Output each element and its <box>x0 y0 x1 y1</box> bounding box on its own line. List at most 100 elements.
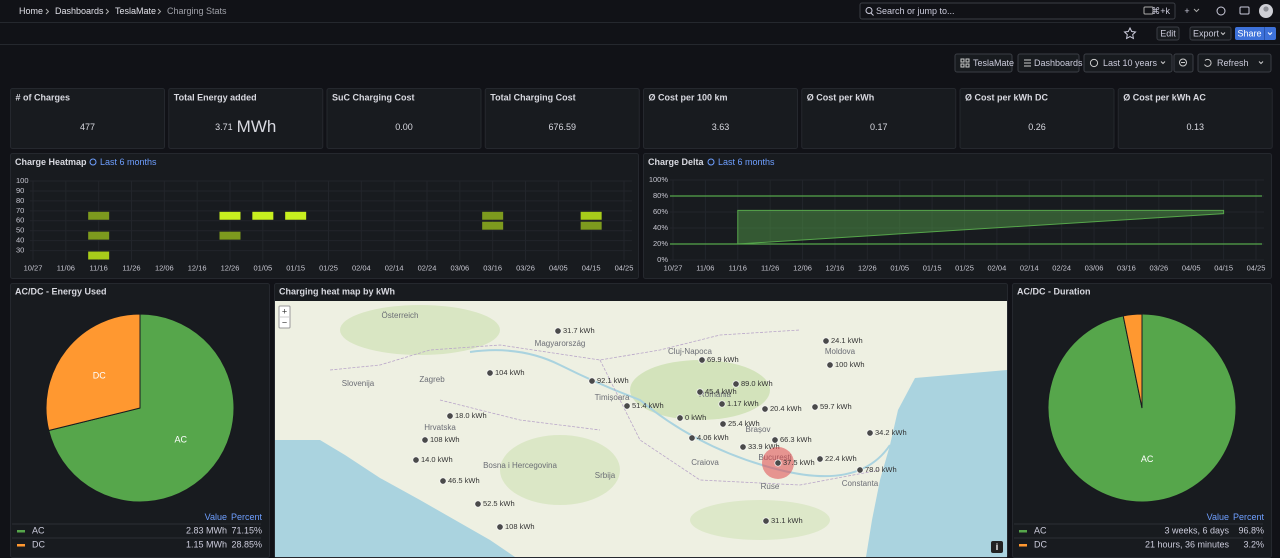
map-marker[interactable] <box>474 500 482 508</box>
map-marker[interactable] <box>496 523 504 531</box>
x-tick-label: 01/15 <box>286 263 305 272</box>
time-picker[interactable] <box>1083 53 1173 73</box>
zoom-in[interactable]: + <box>282 306 287 316</box>
legend-header[interactable]: Value <box>205 512 227 522</box>
legend-header[interactable]: Value <box>1207 512 1229 522</box>
map-place: Moldova <box>825 347 856 356</box>
x-tick-label: 04/15 <box>1214 263 1233 272</box>
legend-percent: 3.2% <box>1243 539 1264 549</box>
new-chevron <box>1193 8 1200 13</box>
x-tick-label: 03/06 <box>450 263 469 272</box>
panel-title: AC/DC - Duration <box>1017 286 1091 296</box>
legend-value: 1.15 MWh <box>186 539 227 549</box>
map-marker-label: 46.5 kWh <box>448 476 480 485</box>
x-tick-label: 02/04 <box>352 263 371 272</box>
map-marker-label: 69.9 kWh <box>707 355 739 364</box>
map-marker-label: 108 kWh <box>505 522 535 531</box>
share-chevron <box>1267 32 1273 36</box>
panel-title: Charge Delta <box>648 157 705 167</box>
breadcrumb[interactable]: Dashboards <box>55 6 104 16</box>
y-tick-label: 80 <box>16 196 24 205</box>
map-marker[interactable] <box>676 414 684 422</box>
list-icon <box>1024 59 1031 67</box>
breadcrumb[interactable]: TeslaMate <box>115 6 156 16</box>
map-marker[interactable] <box>698 356 706 364</box>
dashboards-button[interactable] <box>1017 53 1080 73</box>
new-icon[interactable]: + <box>1184 6 1189 16</box>
map-marker[interactable] <box>554 327 562 335</box>
x-tick-label: 12/06 <box>793 263 812 272</box>
x-tick-label: 11/16 <box>729 263 747 272</box>
stat-panel <box>959 88 1115 149</box>
x-tick-label: 12/06 <box>155 263 174 272</box>
map-marker-label: 33.9 kWh <box>748 442 780 451</box>
map-place: Timișoara <box>595 393 630 402</box>
legend-header[interactable]: Percent <box>1233 512 1265 522</box>
stat-panel <box>643 88 798 149</box>
heatmap-panel <box>10 153 639 279</box>
grid-icon <box>960 58 965 63</box>
x-tick-label: 10/27 <box>24 263 43 272</box>
x-tick-label: 12/16 <box>188 263 207 272</box>
map-marker-label: 34.2 kWh <box>875 428 907 437</box>
info-button[interactable] <box>991 541 1003 553</box>
map-marker[interactable] <box>771 436 779 444</box>
map-marker[interactable] <box>739 443 747 451</box>
map-marker-label: 22.4 kWh <box>825 454 857 463</box>
map-place: Ruse <box>761 482 780 491</box>
legend-header[interactable]: Percent <box>231 512 263 522</box>
x-tick-label: 04/15 <box>582 263 601 272</box>
y-tick-label: 20% <box>653 239 668 248</box>
search-box[interactable] <box>859 2 1176 20</box>
stat-title: Total Charging Cost <box>490 92 575 102</box>
map-marker[interactable] <box>719 420 727 428</box>
map-marker[interactable] <box>822 337 830 345</box>
zoom-out[interactable]: − <box>282 317 287 327</box>
map-marker[interactable] <box>866 429 874 437</box>
map-marker[interactable] <box>774 459 782 467</box>
news-icon[interactable] <box>1239 6 1250 15</box>
map-marker-label: 89.0 kWh <box>741 379 773 388</box>
map-marker[interactable] <box>446 412 454 420</box>
help-icon[interactable] <box>1216 6 1226 16</box>
map-marker[interactable] <box>761 405 769 413</box>
map-marker[interactable] <box>623 402 631 410</box>
y-tick-label: 40% <box>653 223 668 232</box>
map-marker[interactable] <box>718 400 726 408</box>
map-marker[interactable] <box>811 403 819 411</box>
time-range-label: Last 10 years <box>1103 58 1158 68</box>
stat-title: Ø Cost per kWh DC <box>965 92 1049 102</box>
map[interactable]: Österreich Magyarország Slovenija Zagreb Hrv… <box>275 301 1007 557</box>
x-tick-label: 02/24 <box>1052 263 1071 272</box>
star-icon[interactable] <box>1123 26 1137 40</box>
legend-name: AC <box>32 525 45 535</box>
x-tick-label: 12/26 <box>858 263 877 272</box>
stat-title: Ø Cost per 100 km <box>649 92 728 102</box>
map-marker[interactable] <box>732 380 740 388</box>
map-marker[interactable] <box>816 455 824 463</box>
map-place: Magyarország <box>535 339 586 348</box>
map-marker[interactable] <box>856 466 864 474</box>
map-marker-label: 31.7 kWh <box>563 326 595 335</box>
export-button[interactable] <box>1189 26 1232 41</box>
refresh-button[interactable] <box>1197 53 1272 73</box>
map-marker[interactable] <box>412 456 420 464</box>
legend-value: 2.83 MWh <box>186 525 227 535</box>
map-marker[interactable] <box>439 477 447 485</box>
share-button[interactable] <box>1235 27 1276 40</box>
x-tick-label: 04/05 <box>549 263 568 272</box>
map-sea <box>866 370 1007 557</box>
map-marker[interactable] <box>688 434 696 442</box>
breadcrumb[interactable]: Home <box>19 6 43 16</box>
map-marker[interactable] <box>696 388 704 396</box>
y-tick-label: 70 <box>16 206 24 215</box>
map-marker[interactable] <box>486 369 494 377</box>
y-tick-label: 90 <box>16 186 24 195</box>
stat-number: 0.26 <box>1028 122 1046 132</box>
map-marker[interactable] <box>421 436 429 444</box>
edit-button[interactable] <box>1156 26 1180 41</box>
map-marker[interactable] <box>826 361 834 369</box>
map-marker[interactable] <box>588 377 596 385</box>
map-marker[interactable] <box>762 517 770 525</box>
map-place: Österreich <box>382 311 419 320</box>
